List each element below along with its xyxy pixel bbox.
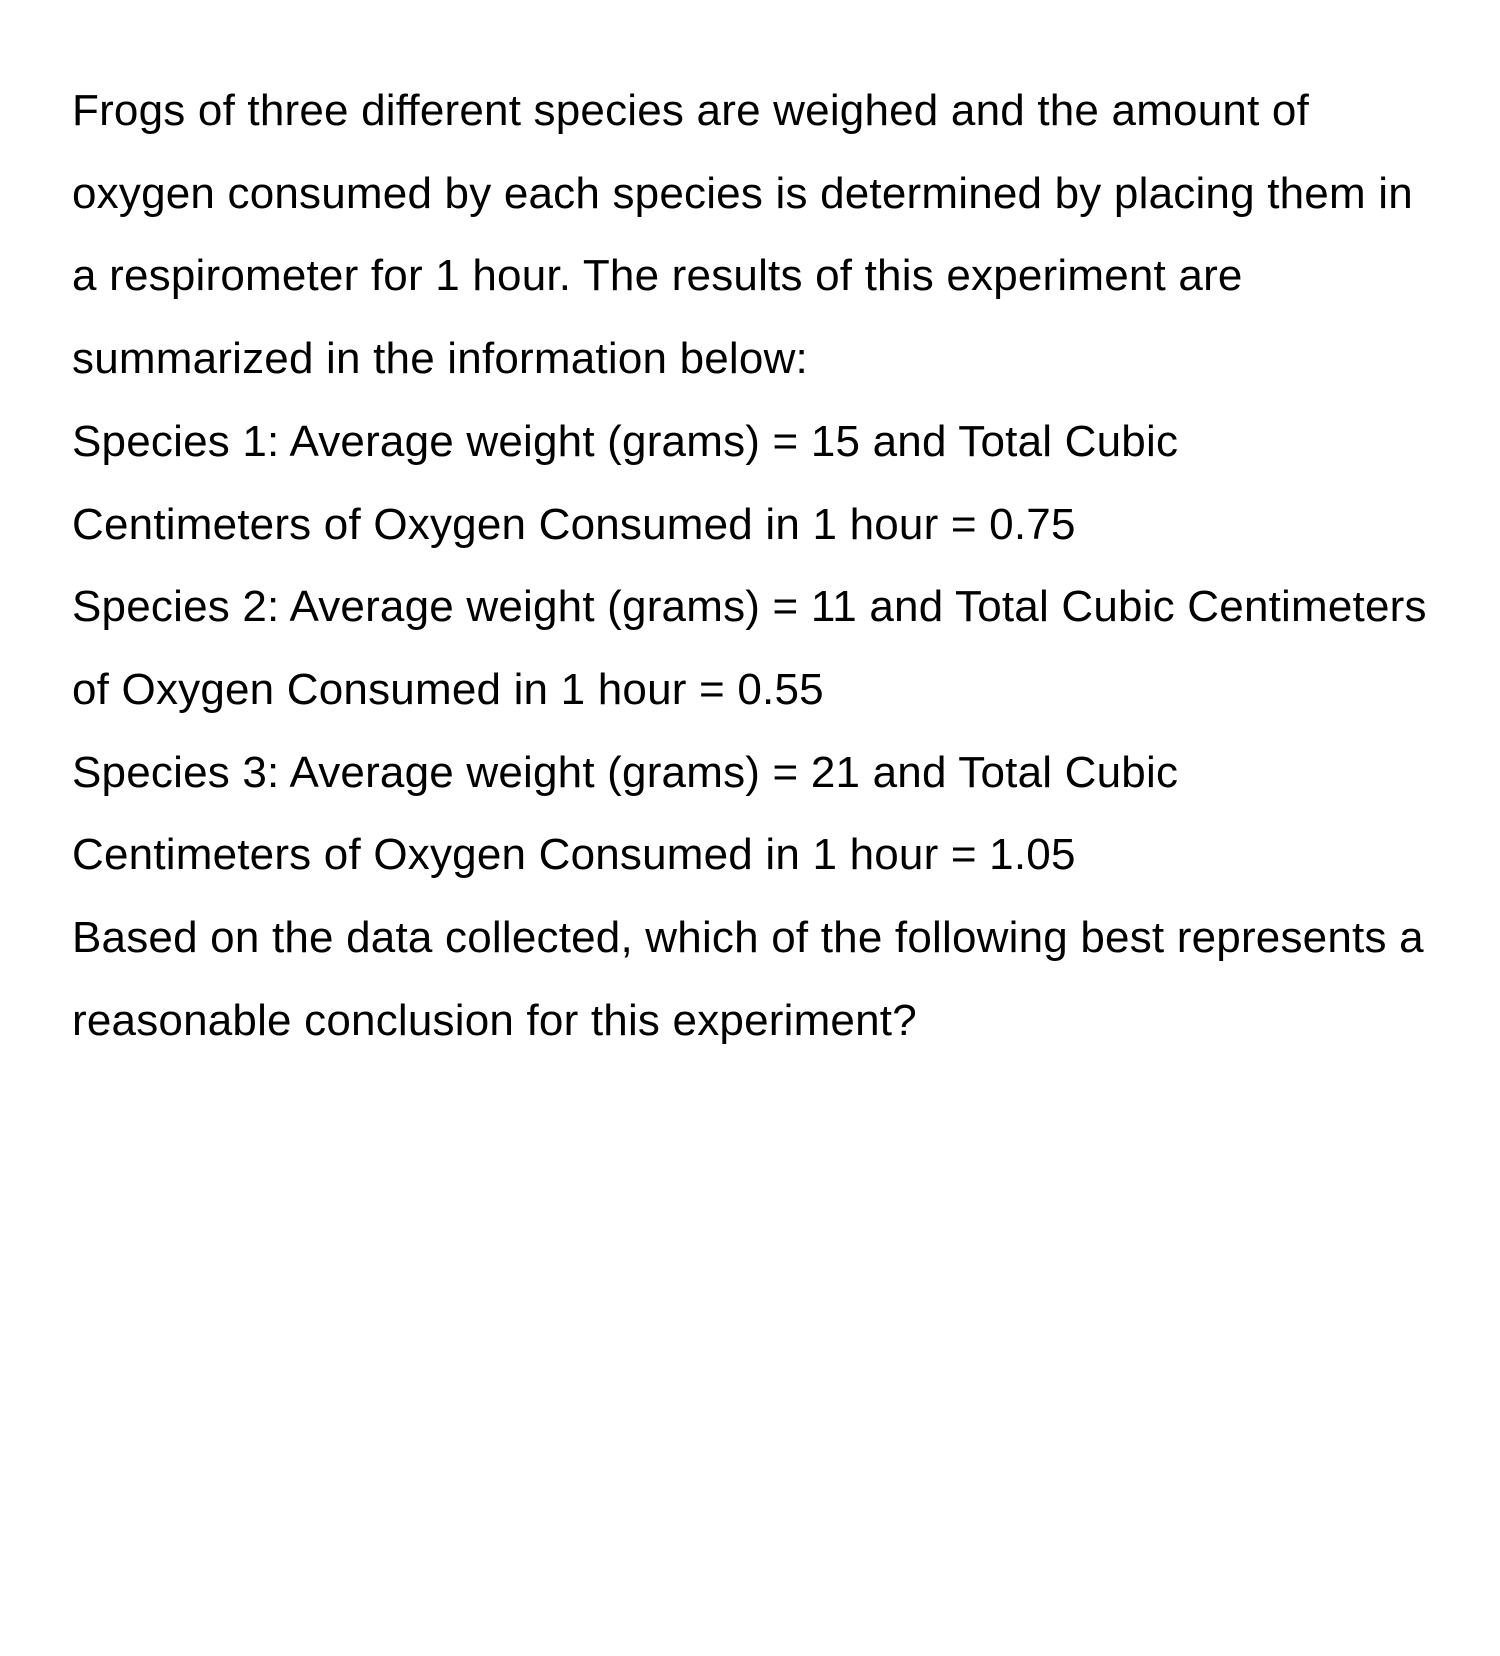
- species-2-data: Species 2: Average weight (grams) = 11 a…: [72, 566, 1428, 731]
- species-3-data: Species 3: Average weight (grams) = 21 a…: [72, 732, 1428, 897]
- question-prompt: Based on the data collected, which of th…: [72, 897, 1428, 1062]
- intro-paragraph: Frogs of three different species are wei…: [72, 70, 1428, 401]
- species-1-data: Species 1: Average weight (grams) = 15 a…: [72, 401, 1428, 566]
- question-text-block: Frogs of three different species are wei…: [72, 70, 1428, 1063]
